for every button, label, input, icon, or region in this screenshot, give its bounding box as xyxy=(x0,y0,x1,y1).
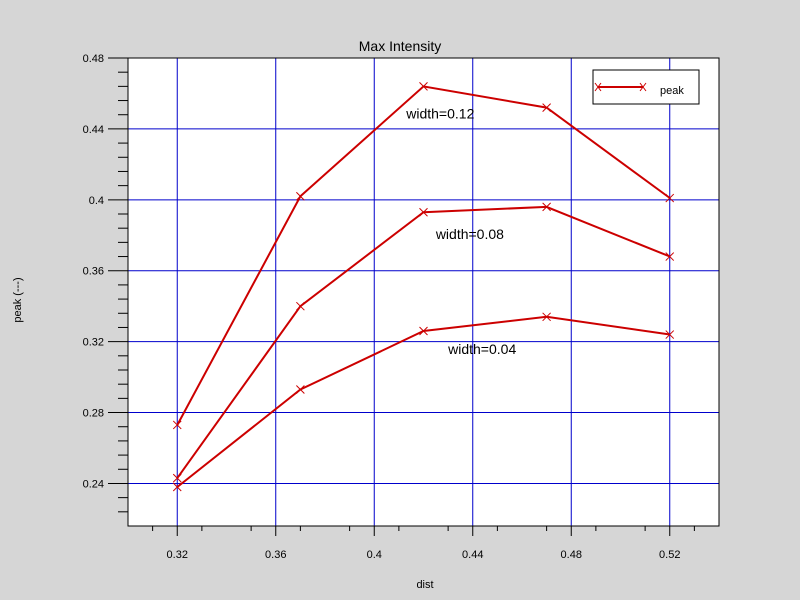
x-tick-label: 0.44 xyxy=(462,549,483,561)
data-point-marker xyxy=(542,312,551,322)
y-tick-label: 0.28 xyxy=(83,408,104,420)
y-tick-label: 0.44 xyxy=(83,124,104,136)
axes: 0.32 0.36 0.4 0.44 0.48 0.52 0.24 0.28 0.32 0.36 0… xyxy=(83,53,720,561)
y-tick-label: 0.4 xyxy=(89,195,104,207)
data-point-marker xyxy=(665,330,675,339)
data-point-marker xyxy=(665,193,675,203)
legend-label: peak xyxy=(660,85,684,97)
x-tick-label: 0.52 xyxy=(659,549,680,561)
legend-marker-x-icon xyxy=(594,82,647,92)
data-point-marker xyxy=(665,252,675,261)
annotation-label: width=0.08 xyxy=(435,226,504,242)
data-point-marker xyxy=(542,103,551,112)
x-tick-label: 0.4 xyxy=(367,549,382,561)
legend: peak xyxy=(592,69,700,105)
x-axis-title: dist xyxy=(416,579,433,591)
data-point-marker xyxy=(172,420,182,430)
data-point-marker xyxy=(542,202,551,212)
data-point-marker xyxy=(172,473,182,483)
x-tick-label: 0.36 xyxy=(265,549,286,561)
y-tick-label: 0.36 xyxy=(83,266,104,278)
data-point-marker xyxy=(419,82,428,91)
data-point-marker xyxy=(296,191,305,201)
data-point-marker xyxy=(296,385,305,394)
x-tick-label: 0.32 xyxy=(167,549,188,561)
annotation-label: width=0.12 xyxy=(405,105,474,121)
y-axis-title: peak (---) xyxy=(12,277,24,322)
y-tick-label: 0.32 xyxy=(83,337,104,349)
y-tick-label: 0.48 xyxy=(83,53,104,65)
grid xyxy=(128,57,719,526)
data-point-marker xyxy=(419,326,428,336)
annotation-label: width=0.04 xyxy=(447,341,516,357)
x-tick-label: 0.48 xyxy=(561,549,582,561)
series-layer xyxy=(172,82,675,492)
plot-frame xyxy=(127,57,720,527)
chart-title: Max Intensity xyxy=(359,38,441,54)
data-point-marker xyxy=(419,207,428,217)
data-point-marker xyxy=(296,301,305,311)
data-point-marker xyxy=(172,482,182,492)
annotations: width=0.12 width=0.08 width=0.04 xyxy=(405,105,516,357)
y-tick-label: 0.24 xyxy=(83,478,104,490)
